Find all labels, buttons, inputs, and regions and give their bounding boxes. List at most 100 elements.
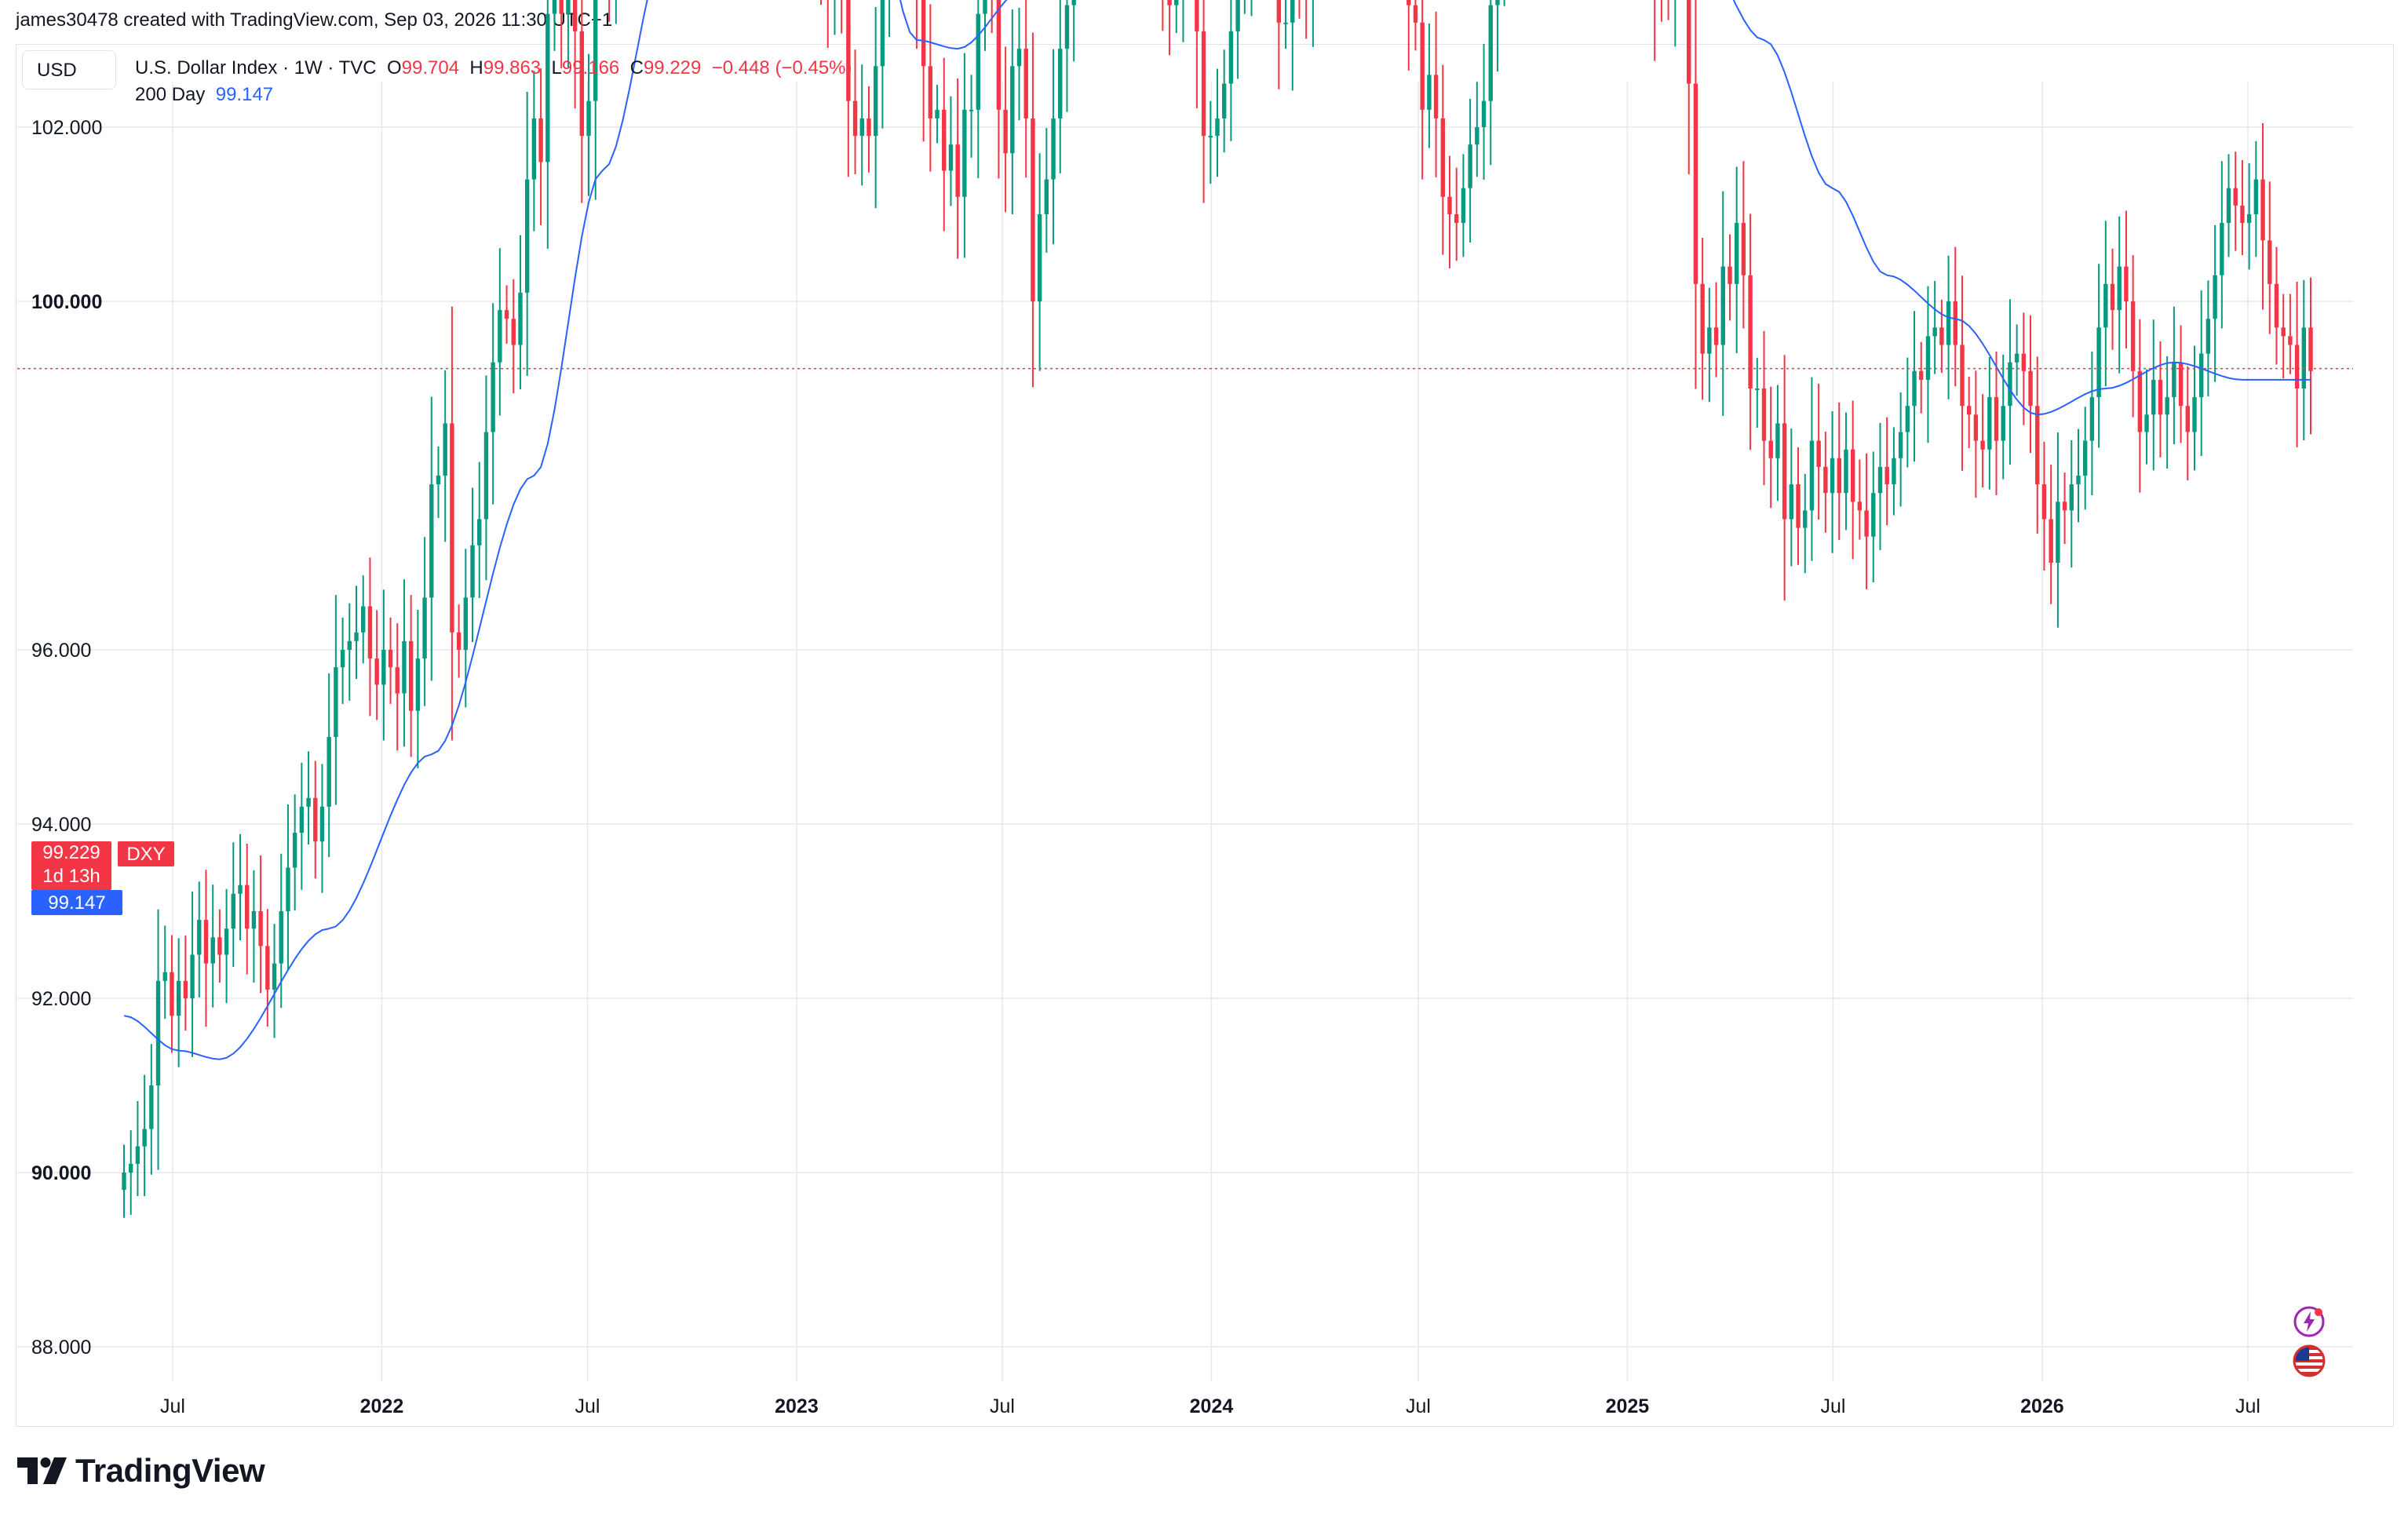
candle-body xyxy=(935,109,939,119)
candle-body xyxy=(873,66,878,137)
last-price-value: 99.229 xyxy=(42,842,100,863)
chart-legend: U.S. Dollar Index · 1W · TVC O99.704 H99… xyxy=(135,55,852,108)
candle-body xyxy=(2192,397,2197,432)
candle-body xyxy=(1058,49,1063,119)
y-tick-label: 96.000 xyxy=(31,640,91,662)
candle-body xyxy=(852,100,858,137)
candle-body xyxy=(217,937,222,955)
candle-body xyxy=(491,362,495,432)
x-tick-label: 2023 xyxy=(775,1395,819,1417)
candle-body xyxy=(1290,0,1295,23)
candle-body xyxy=(1228,31,1234,84)
candle-body xyxy=(1413,5,1418,23)
x-tick-label: 2022 xyxy=(360,1395,404,1417)
candle-body xyxy=(1427,75,1432,110)
candle-body xyxy=(354,632,359,641)
legend-change: −0.448 (−0.45%) xyxy=(711,57,852,78)
lightning-icon[interactable] xyxy=(2292,1304,2326,1339)
candle-body xyxy=(1877,466,1883,494)
y-tick-label: 88.000 xyxy=(31,1337,91,1359)
candle-body xyxy=(921,0,926,67)
x-tick-label: 2026 xyxy=(2020,1395,2064,1417)
candle-body xyxy=(2178,362,2184,407)
candle-body xyxy=(593,0,598,101)
candle-body xyxy=(2137,370,2143,432)
candle-body xyxy=(388,650,393,668)
candle-body xyxy=(313,797,318,842)
candle-body xyxy=(183,980,188,998)
candle-body xyxy=(1495,0,1500,5)
candle-body xyxy=(2268,240,2272,284)
candle-body xyxy=(279,911,283,964)
candle-body xyxy=(552,0,557,14)
candle-body xyxy=(1761,388,1767,441)
candle-body xyxy=(162,972,167,981)
legend-ohlc-row: U.S. Dollar Index · 1W · TVC O99.704 H99… xyxy=(135,55,852,82)
ma-price-tag xyxy=(31,890,122,915)
candle-body xyxy=(2158,379,2163,415)
candle-body xyxy=(463,597,469,650)
x-tick-label: Jul xyxy=(1406,1395,1431,1417)
candle-body xyxy=(374,658,379,685)
candle-body xyxy=(1932,327,1937,337)
candle-body xyxy=(1031,118,1035,301)
candle-body xyxy=(2124,266,2129,301)
candle-body xyxy=(272,963,277,990)
candle-body xyxy=(1796,484,1801,528)
candle-body xyxy=(197,920,202,955)
candle-body xyxy=(2226,188,2231,224)
candle-body xyxy=(1973,414,1979,441)
candle-body xyxy=(1720,266,1725,345)
legend-ma-label[interactable]: 200 Day xyxy=(135,84,206,105)
candle-body xyxy=(2021,353,2027,371)
ticker-label: DXY xyxy=(126,844,165,865)
candle-body xyxy=(2089,397,2095,441)
candle-body xyxy=(2294,345,2300,388)
candle-body xyxy=(1693,83,1698,284)
candle-body xyxy=(1905,406,1910,432)
candle-body xyxy=(224,928,229,955)
candle-body xyxy=(265,946,270,990)
candle-body xyxy=(1208,136,1213,138)
candle-body xyxy=(1782,423,1787,520)
legend-high-label: H xyxy=(469,57,483,78)
legend-open-label: O xyxy=(386,57,402,78)
y-tick-label: 102.000 xyxy=(31,117,102,139)
candle-body xyxy=(955,144,960,197)
candle-body xyxy=(319,806,325,842)
us-flag-icon[interactable] xyxy=(2292,1344,2326,1378)
candle-body xyxy=(2008,362,2012,407)
candle-body xyxy=(436,476,441,485)
candle-body xyxy=(381,650,386,685)
candle-body xyxy=(258,911,263,947)
currency-button[interactable]: USD xyxy=(22,50,116,89)
x-tick-label: Jul xyxy=(1821,1395,1846,1417)
candle-body xyxy=(538,118,543,162)
candle-body xyxy=(2185,406,2190,432)
candle-body xyxy=(2110,283,2115,311)
footer-logo[interactable]: TradingView xyxy=(17,1452,265,1490)
candle-body xyxy=(1844,449,1848,494)
candle-body xyxy=(2144,414,2149,432)
tradingview-logo-icon xyxy=(17,1457,67,1484)
candle-body xyxy=(1167,0,1172,5)
candle-body xyxy=(531,118,537,180)
candle-body xyxy=(443,423,447,476)
candle-body xyxy=(1898,432,1903,458)
candle-body xyxy=(2199,353,2204,398)
candle-body xyxy=(2172,362,2176,398)
candle-body xyxy=(846,0,851,101)
candle-body xyxy=(1741,223,1746,275)
legend-symbol-title[interactable]: U.S. Dollar Index · 1W · TVC xyxy=(135,57,377,78)
candle-body xyxy=(176,980,181,1016)
candle-body xyxy=(1960,345,1965,407)
candle-body xyxy=(1700,283,1705,354)
candle-body xyxy=(2049,519,2053,563)
candle-body xyxy=(1044,179,1049,214)
candle-body xyxy=(1023,49,1028,119)
candle-body xyxy=(942,109,947,171)
candle-body xyxy=(1809,440,1815,511)
candle-body xyxy=(470,545,475,598)
candle-body xyxy=(1406,0,1411,5)
